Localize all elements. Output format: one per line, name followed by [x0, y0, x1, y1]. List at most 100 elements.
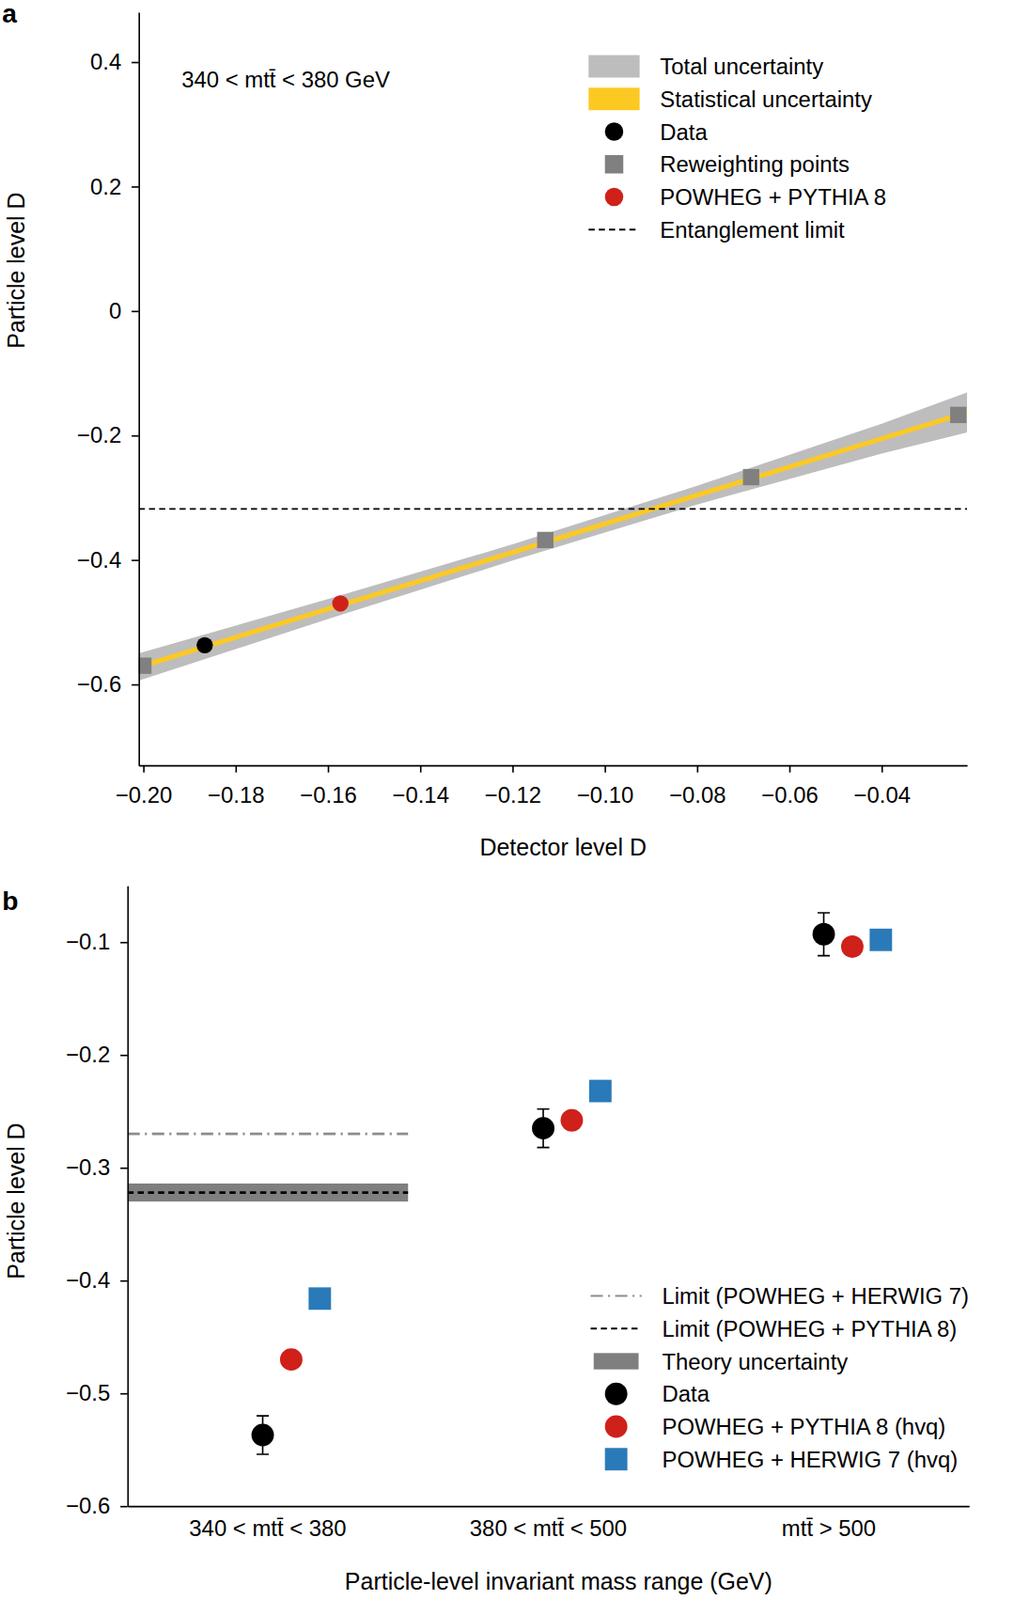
y-axis: −0.6 −0.5 −0.4 −0.3 −0.2 −0.1 — [65, 886, 128, 1519]
point — [196, 637, 213, 654]
y-tick-label: −0.2 — [77, 421, 122, 448]
legend-item: Statistical uncertainty — [588, 86, 873, 112]
panel-label: b — [1, 885, 18, 916]
y-axis: −0.6−0.4−0.200.20.4 — [77, 13, 140, 766]
y-tick-mark — [131, 186, 140, 188]
point — [251, 1423, 275, 1447]
legend: Total uncertainty Statistical uncertainty… — [588, 53, 887, 243]
x-tick-mark — [234, 764, 237, 773]
legend-swatch — [605, 1415, 628, 1438]
x-tick-mark — [604, 764, 607, 773]
x-tick-label: −0.08 — [669, 781, 726, 808]
theory-band — [127, 1183, 409, 1202]
y-tick-label: 0 — [109, 297, 122, 324]
legend-label: Data — [661, 1380, 710, 1406]
legend-label: Limit (POWHEG + PYTHIA 8) — [661, 1315, 957, 1342]
legend-item: Limit (POWHEG + PYTHIA 8) — [591, 1315, 958, 1342]
point — [841, 935, 864, 958]
legend-swatch — [588, 87, 640, 110]
y-tick-mark — [131, 684, 140, 687]
legend: Limit (POWHEG + HERWIG 7) Limit (POWHEG +… — [591, 1282, 970, 1472]
x-tick: −0.20 — [115, 764, 172, 808]
legend-swatch — [588, 55, 640, 78]
legend-swatch — [588, 228, 640, 231]
legend-item: Entanglement limit — [588, 217, 845, 243]
limit-line — [127, 1190, 409, 1194]
legend-label: Limit (POWHEG + HERWIG 7) — [661, 1282, 969, 1309]
legend-label: Reweighting points — [659, 151, 850, 177]
y-axis-title: Particle level D — [2, 191, 30, 348]
legend-label: POWHEG + PYTHIA 8 — [659, 184, 887, 210]
legend-item: POWHEG + PYTHIA 8 — [605, 184, 887, 210]
x-tick: 340 < mtt̄ < 380 — [188, 1514, 346, 1541]
plot-area — [127, 912, 893, 1454]
y-tick-mark — [120, 1392, 128, 1395]
x-tick: −0.10 — [577, 764, 634, 808]
legend-item: Limit (POWHEG + HERWIG 7) — [591, 1282, 970, 1309]
x-tick-mark — [327, 764, 330, 773]
y-tick-mark — [120, 1054, 128, 1057]
legend-item: Data — [605, 119, 709, 145]
x-tick: −0.08 — [669, 764, 726, 808]
y-tick: −0.2 — [65, 1041, 128, 1067]
x-axis-line — [139, 764, 968, 767]
plot-area — [139, 392, 968, 682]
legend-swatch — [605, 187, 624, 207]
x-tick: −0.12 — [484, 764, 542, 808]
x-axis-title: Detector level D — [479, 833, 647, 860]
y-tick: −0.4 — [65, 1266, 128, 1293]
y-tick-label: −0.3 — [65, 1154, 110, 1180]
x-tick: 380 < mtt̄ < 500 — [469, 1514, 627, 1541]
x-tick-mark — [697, 764, 700, 773]
y-tick-label: −0.5 — [65, 1379, 110, 1405]
y-tick-mark — [120, 1279, 128, 1282]
x-tick-label: mtt̄ > 500 — [781, 1514, 876, 1541]
x-tick: −0.18 — [207, 764, 265, 808]
legend-swatch — [591, 1326, 642, 1329]
x-tick-label: 380 < mtt̄ < 500 — [469, 1514, 627, 1541]
legend-item: Total uncertainty — [588, 53, 824, 79]
y-tick-mark — [131, 559, 140, 562]
x-tick-label: −0.04 — [854, 781, 911, 808]
legend-label: Data — [659, 119, 708, 145]
y-tick: −0.2 — [77, 421, 140, 448]
legend-item: Theory uncertainty — [593, 1348, 849, 1374]
y-tick-label: −0.6 — [77, 670, 122, 697]
legend-swatch — [605, 1382, 628, 1405]
x-tick-label: −0.18 — [207, 781, 265, 808]
y-tick-label: −0.6 — [65, 1492, 110, 1518]
legend-item: Reweighting points — [605, 151, 850, 177]
point — [139, 656, 153, 673]
annotation: 340 < mtt̄ < 380 GeV — [181, 66, 390, 93]
x-tick-mark — [789, 764, 792, 773]
y-tick-label: 0.4 — [90, 48, 122, 75]
legend-label: POWHEG + PYTHIA 8 (hvq) — [661, 1413, 946, 1439]
y-tick-mark — [131, 311, 140, 313]
y-tick-label: 0.2 — [90, 173, 122, 200]
x-tick: −0.06 — [761, 764, 818, 808]
y-tick-mark — [131, 62, 140, 64]
y-tick-mark — [120, 1167, 128, 1170]
y-tick: −0.5 — [65, 1379, 128, 1405]
y-tick-mark — [120, 1505, 128, 1508]
uncertainty-band — [139, 392, 968, 682]
legend-label: Total uncertainty — [659, 53, 824, 79]
y-tick: −0.3 — [65, 1154, 128, 1180]
x-tick-label: −0.16 — [299, 781, 357, 808]
x-tick-label: −0.14 — [392, 781, 450, 808]
y-tick-mark — [131, 435, 140, 437]
legend-item: POWHEG + PYTHIA 8 (hvq) — [605, 1413, 947, 1439]
x-tick-label: −0.06 — [761, 781, 818, 808]
y-axis-title: Particle level D — [2, 1122, 30, 1279]
uncertainty-band — [139, 409, 968, 670]
y-tick-label: −0.1 — [65, 928, 110, 954]
x-tick: −0.16 — [299, 764, 357, 808]
x-axis: −0.20 −0.18 −0.16 −0.14 −0.12 −0.10 −0.08 −0.06… — [115, 764, 968, 808]
x-tick-label: −0.20 — [115, 781, 172, 808]
x-tick-mark — [420, 764, 422, 773]
x-tick-mark — [881, 764, 884, 773]
x-axis-line — [127, 1505, 970, 1508]
limit-line — [139, 508, 968, 511]
x-tick: −0.04 — [854, 764, 911, 808]
point — [332, 594, 349, 611]
